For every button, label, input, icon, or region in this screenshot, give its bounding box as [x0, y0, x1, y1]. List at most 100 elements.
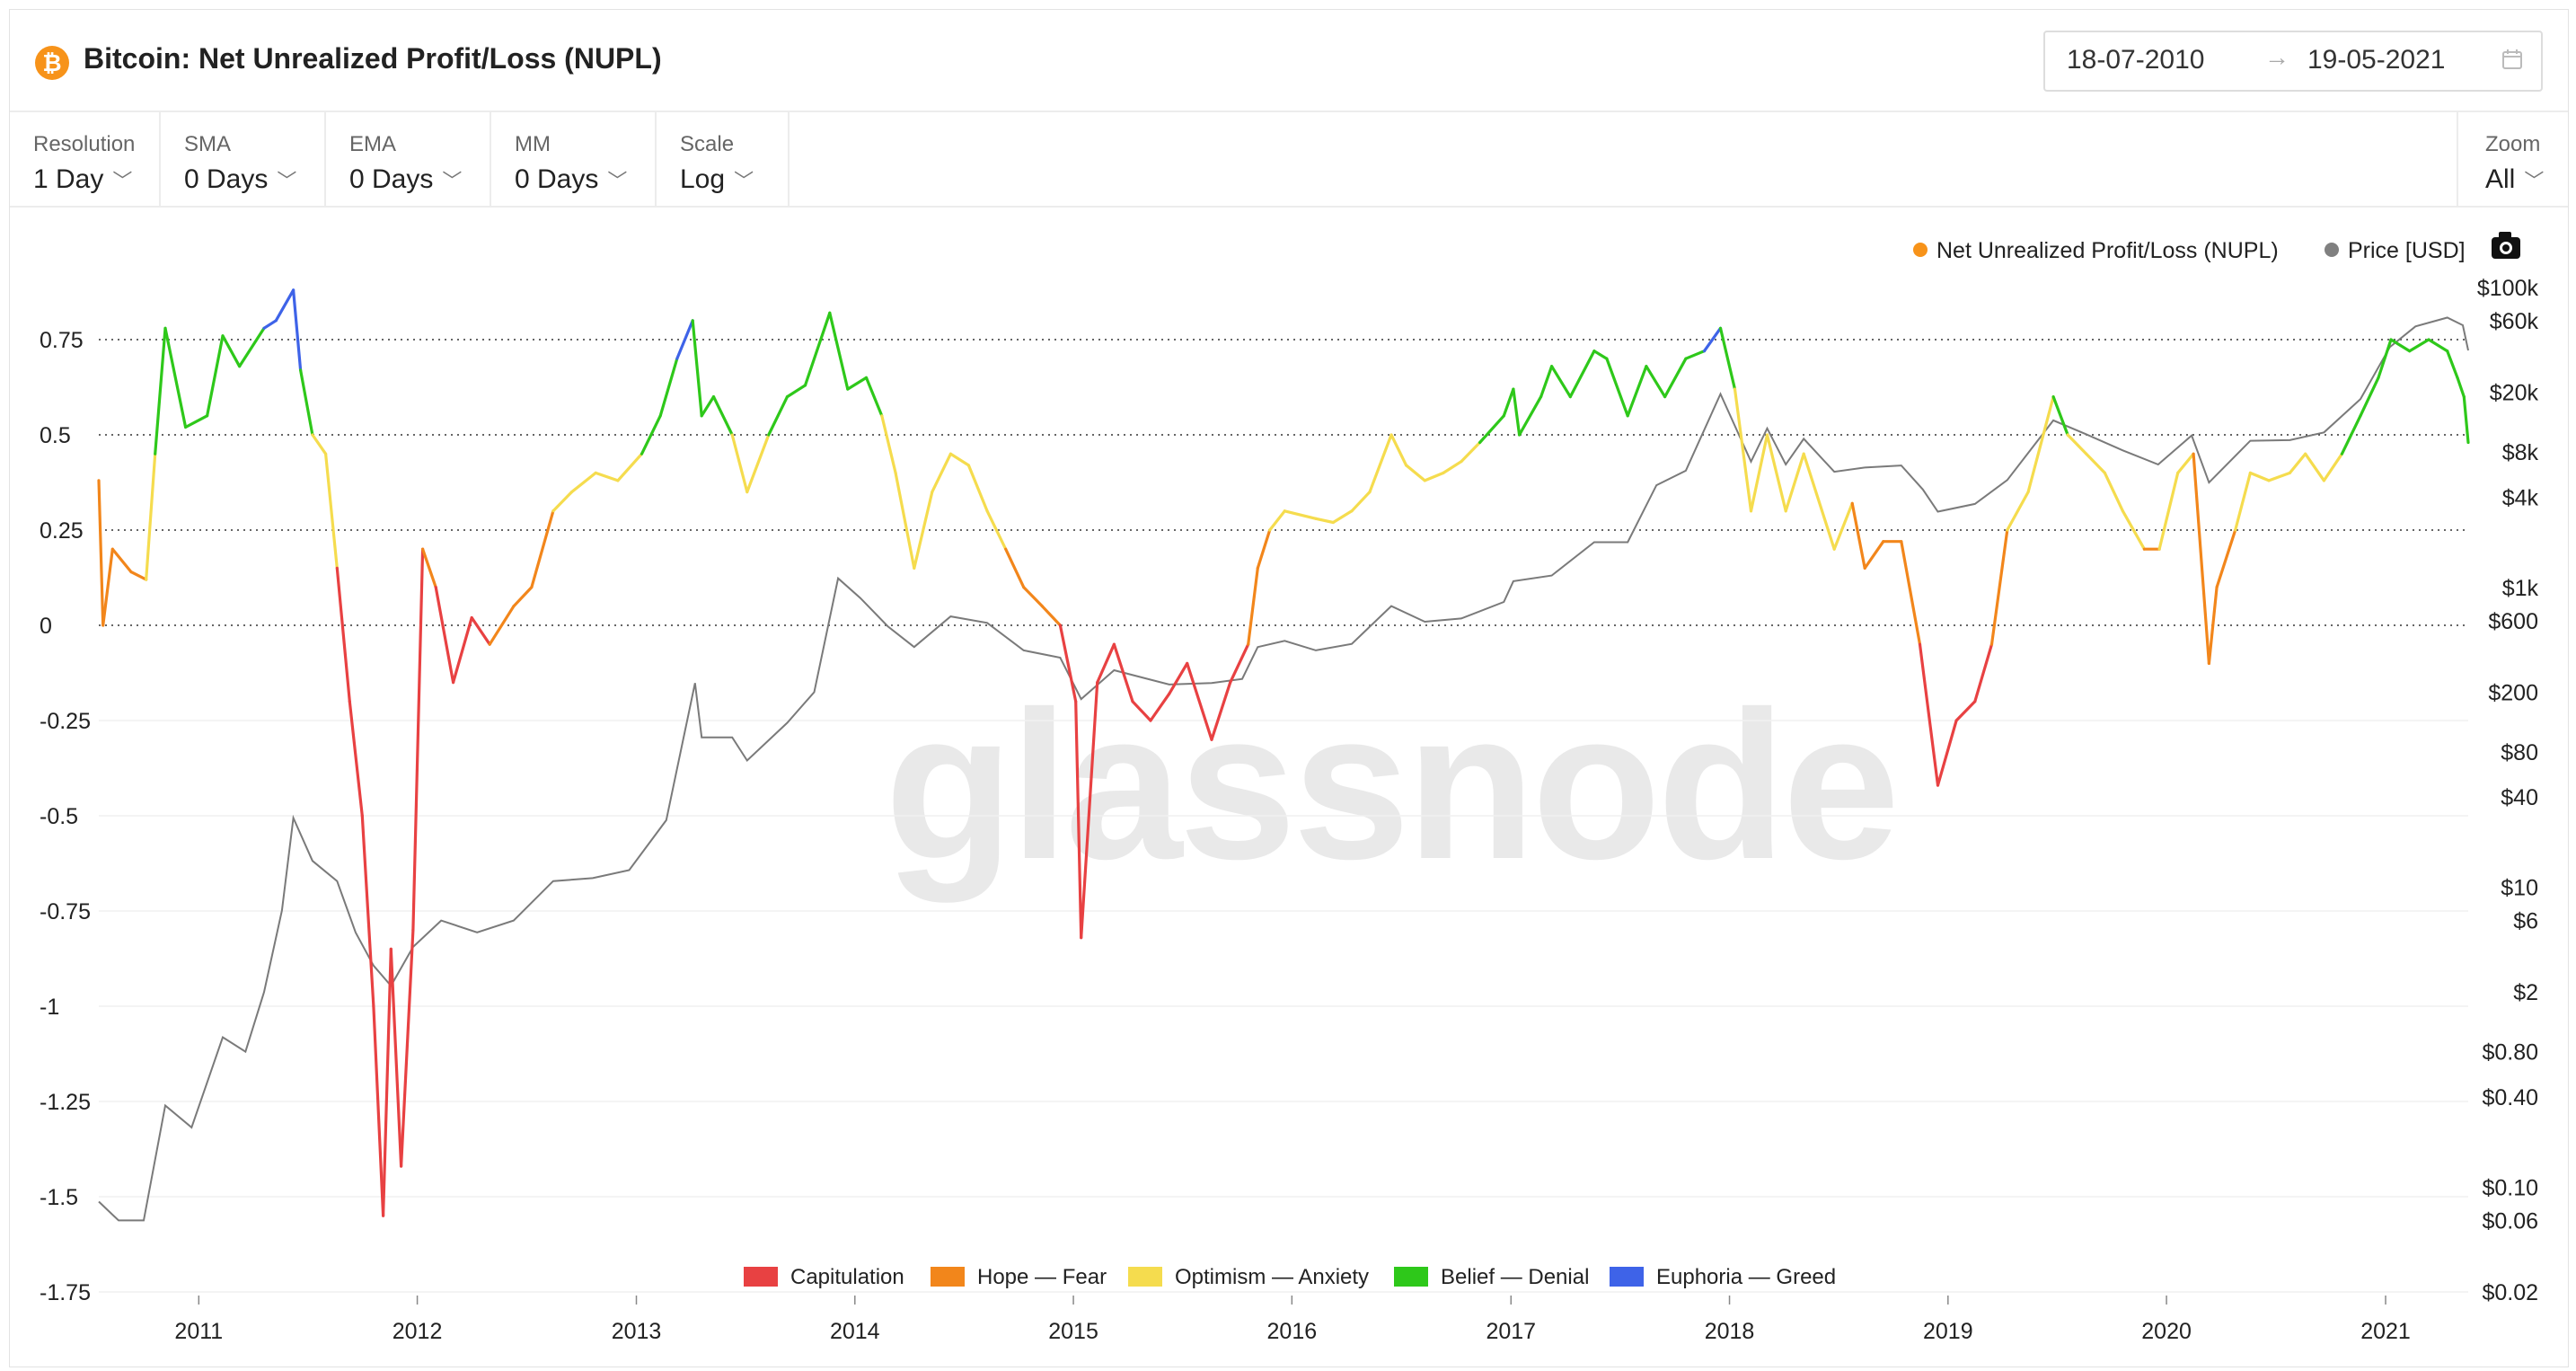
nupl-segment	[1702, 326, 1723, 353]
nupl-segment	[1423, 471, 1445, 482]
nupl-segment	[551, 490, 574, 513]
camera-icon[interactable]	[2492, 232, 2520, 259]
nupl-segment	[400, 928, 415, 1168]
nupl-segment	[2322, 452, 2343, 482]
x-tick-label: 2011	[174, 1319, 223, 1344]
nupl-segment	[101, 547, 114, 627]
header-bar: ₿ Bitcoin: Net Unrealized Profit/Loss (N…	[10, 10, 2568, 112]
nupl-segment	[1918, 642, 1940, 787]
nupl-segment	[1802, 452, 1836, 551]
nupl-segment	[1229, 642, 1250, 685]
nupl-segment	[2176, 452, 2195, 475]
y-left-tick-label: -1	[40, 995, 59, 1020]
nupl-segment	[1784, 452, 1805, 513]
nupl-segment	[206, 334, 225, 418]
nupl-segment	[2304, 452, 2325, 482]
y-left-tick-label: 0.25	[40, 518, 84, 544]
nupl-segment	[2389, 338, 2412, 353]
y-right-tick-label: $80	[2501, 740, 2538, 765]
nupl-segment	[1863, 540, 1885, 571]
nupl-segment	[1954, 700, 1977, 722]
ema-label: EMA	[349, 132, 397, 156]
resolution-select[interactable]: Resolution 1 Day ﹀	[10, 112, 161, 206]
nupl-segment	[1718, 326, 1737, 391]
chevron-down-icon: ﹀	[2524, 170, 2545, 192]
y-right-tick-label: $0.06	[2482, 1208, 2538, 1234]
y-right-tick-label: $0.10	[2482, 1175, 2538, 1200]
chevron-down-icon: ﹀	[442, 170, 463, 192]
nupl-segment	[348, 700, 364, 818]
y-right-tick-label: $20k	[2490, 381, 2539, 406]
zone-legend-label[interactable]: Capitulation	[790, 1265, 904, 1289]
nupl-segment	[145, 452, 157, 581]
x-tick-label: 2012	[393, 1319, 443, 1344]
resolution-label: Resolution	[33, 132, 136, 156]
nupl-segment	[2215, 528, 2237, 589]
date-range-picker[interactable]: 18-07-2010 → 19-05-2021	[2043, 31, 2543, 92]
nupl-segment	[913, 490, 934, 571]
nupl-segment	[299, 368, 314, 437]
x-tick-label: 2013	[612, 1319, 662, 1344]
nupl-segment	[1765, 433, 1787, 513]
chart-panel: ₿ Bitcoin: Net Unrealized Profit/Loss (N…	[9, 9, 2569, 1367]
legend-label-nupl[interactable]: Net Unrealized Profit/Loss (NUPL)	[1936, 238, 2279, 263]
calendar-icon[interactable]	[2501, 49, 2523, 70]
y-right-tick-label: $6	[2513, 909, 2538, 934]
nupl-segment	[785, 384, 807, 399]
nupl-segment	[1210, 680, 1232, 741]
nupl-segment	[2267, 471, 2291, 482]
nupl-segment	[2408, 338, 2430, 353]
zone-legend-label[interactable]: Euphoria — Greed	[1656, 1265, 1836, 1289]
ema-select[interactable]: EMA 0 Days ﹀	[326, 112, 491, 206]
y-left-tick-label: -0.75	[40, 899, 91, 924]
date-from[interactable]: 18-07-2010	[2067, 45, 2205, 75]
resolution-value: 1 Day	[33, 164, 104, 194]
nupl-segment	[931, 452, 953, 494]
y-left-tick-label: 0	[40, 614, 52, 639]
nupl-segment	[1368, 433, 1393, 494]
y-right-tick-label: $200	[2488, 680, 2538, 705]
date-to[interactable]: 19-05-2021	[2307, 45, 2446, 75]
zone-legend-label[interactable]: Hope — Fear	[977, 1265, 1107, 1289]
nupl-segment	[640, 414, 662, 456]
nupl-segment	[2288, 452, 2307, 475]
nupl-segment	[1684, 349, 1707, 360]
y-right-tick-label: $0.40	[2482, 1085, 2538, 1110]
nupl-segment	[948, 452, 971, 467]
nupl-segment	[1832, 501, 1854, 551]
nupl-segment	[1314, 517, 1335, 525]
y-left-tick-label: -1.5	[40, 1185, 78, 1210]
x-tick-label: 2019	[1923, 1319, 1973, 1344]
nupl-segment	[2066, 433, 2088, 456]
nupl-segment	[1256, 528, 1272, 571]
y-right-tick-label: $0.02	[2482, 1280, 2538, 1305]
nupl-segment	[1645, 365, 1667, 399]
zone-legend-swatch	[1394, 1267, 1428, 1287]
nupl-segment	[512, 585, 534, 608]
nupl-segment	[1539, 365, 1554, 399]
y-right-tick-label: $2	[2513, 980, 2538, 1005]
legend-label-price[interactable]: Price [USD]	[2348, 238, 2466, 263]
y-right-tick-label: $1k	[2502, 576, 2539, 601]
nupl-segment	[2340, 414, 2362, 456]
nupl-segment	[1605, 357, 1629, 418]
nupl-segment	[421, 547, 437, 589]
nupl-segment	[1749, 433, 1769, 513]
nupl-segment	[360, 814, 375, 1008]
nupl-segment	[880, 414, 897, 475]
x-tick-label: 2015	[1048, 1319, 1098, 1344]
nupl-segment	[1283, 509, 1318, 520]
nupl-segment	[470, 615, 491, 646]
sma-select[interactable]: SMA 0 Days ﹀	[161, 112, 326, 206]
nupl-segment	[1733, 387, 1753, 513]
mm-select[interactable]: MM 0 Days ﹀	[491, 112, 657, 206]
nupl-segment	[616, 452, 644, 482]
nupl-segment	[1149, 692, 1171, 722]
zoom-select[interactable]: Zoom All ﹀	[2457, 112, 2570, 206]
zone-legend-label[interactable]: Optimism — Anxiety	[1175, 1265, 1369, 1289]
zone-legend-label[interactable]: Belief — Denial	[1441, 1265, 1589, 1289]
scale-select[interactable]: Scale Log ﹀	[657, 112, 790, 206]
legend-marker-nupl	[1913, 243, 1928, 257]
ema-value: 0 Days	[349, 164, 434, 194]
